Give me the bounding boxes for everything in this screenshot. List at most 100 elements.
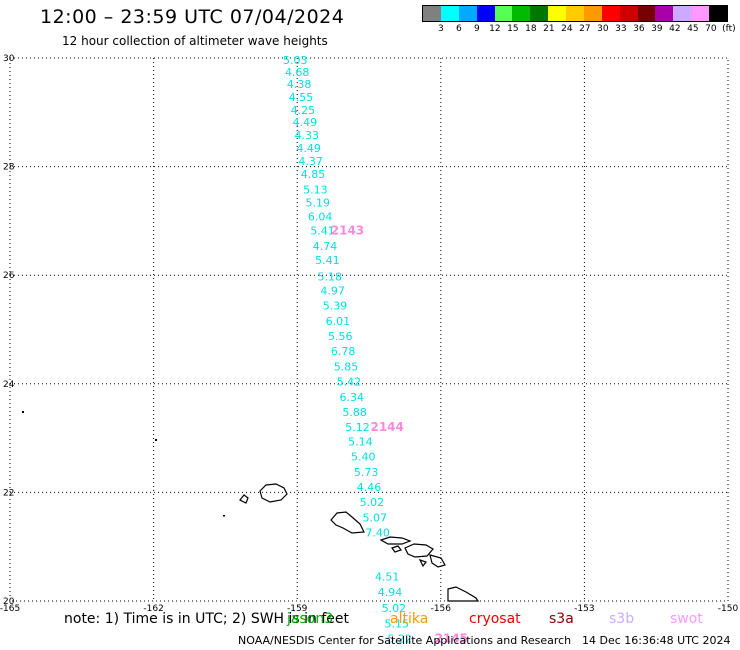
island-outline [330,511,365,534]
wave-height-label: 6.78 [331,345,356,358]
lon-tick-label: -162 [143,604,163,614]
wave-height-label: 6.34 [340,391,365,404]
wave-height-label: 5.13 [303,183,328,196]
island-outline [404,543,434,558]
legend-label: 12 [489,24,501,34]
island-dot [22,411,24,413]
lon-tick-label: -156 [431,604,452,614]
legend-label: 36 [633,24,645,34]
satellite-s3b: s3b [609,611,635,627]
legend-swatch [691,6,709,21]
wave-height-label: 7.40 [365,527,390,540]
lat-tick-label: 30 [3,54,15,64]
legend-label: 18 [525,24,537,34]
island-dot [155,439,157,441]
wave-height-label: 4.37 [298,155,323,168]
lon-tick-label: -153 [574,604,594,614]
legend-swatch [476,6,495,21]
island-outline [239,494,249,504]
wave-height-label: 4.46 [357,481,382,494]
wave-height-label: 4.85 [301,168,326,181]
legend-label: 42 [669,24,681,34]
wave-height-label: 5.02 [382,602,407,615]
legend-label: 27 [579,24,591,34]
island-outline [379,536,412,545]
color-legend: 3 6 9 12 15 18 21 24 27 30 33 36 39 42 45 70 (ft) [422,5,736,36]
wave-height-label: 5.56 [328,330,353,343]
island-outline [447,586,480,602]
legend-swatch [709,6,727,21]
map-frame [9,57,729,602]
satellite-s3a: s3a [549,611,574,627]
wave-height-label: 5.19 [306,196,331,209]
lon-tick-label: -165 [0,604,20,614]
wave-height-label: 6.04 [308,211,333,224]
lat-tick-label: 26 [3,271,15,281]
wave-height-label: 5.42 [337,376,362,389]
legend-swatch [673,6,692,21]
legend-swatch [494,6,513,21]
map-subtitle: 12 hour collection of altimeter wave hei… [62,34,328,48]
wave-height-label: 4.74 [313,240,338,253]
wave-height-label: 5.03 [283,54,308,67]
wave-height-label: 5.39 [323,300,348,313]
wave-height-label: 5.14 [348,435,373,448]
wave-height-label: 4.49 [296,142,321,155]
wave-height-label: 5.73 [354,466,379,479]
legend-label: 70 [705,24,717,34]
wave-height-label: 5.88 [342,406,367,419]
satellite-jason3: jason3 [287,611,334,627]
wave-height-label: 5.07 [362,511,387,524]
credit-line: NOAA/NESDIS Center for Satellite Applica… [238,634,572,647]
wave-height-label: 4.25 [291,104,316,117]
legend-label: 39 [651,24,663,34]
wave-height-label: 4.55 [289,91,314,104]
wave-height-label: 6.01 [326,315,351,328]
legend-swatch [655,6,674,21]
satellite-altika: altika [390,611,429,627]
island-outline [391,545,402,553]
wave-height-label: 5.02 [360,496,385,509]
legend-swatch [530,6,549,21]
legend-label: 33 [615,24,627,34]
wave-height-label: 4.94 [378,586,403,599]
wave-height-label: 5.15 [385,617,410,630]
pass-number-label: 2143 [331,224,364,238]
legend-swatch [458,6,477,21]
legend-label: 45 [687,24,699,34]
lat-tick-label: 24 [3,380,15,390]
wave-height-label: 5.22 [387,632,412,645]
island-outline [418,558,427,568]
island-outline [429,554,446,568]
legend-label: 24 [561,24,573,34]
legend-labels: 3 6 9 12 15 18 21 24 27 30 33 36 39 42 45 70 (ft) [422,24,736,36]
wave-height-label: 4.68 [285,66,310,79]
lon-tick-label: -150 [718,604,739,614]
legend-swatch [566,6,584,21]
pass-number-label: 2144 [370,420,403,434]
legend-label: 6 [456,24,462,34]
wave-height-label: 4.97 [320,284,345,297]
lat-tick-label: 20 [3,597,15,607]
lon-tick-label: -159 [287,604,308,614]
island-dot [223,515,225,517]
legend-swatches [422,5,728,22]
legend-swatch [423,6,441,21]
wave-height-label: 4.51 [375,571,400,584]
legend-swatch [440,6,459,21]
wave-height-label: 4.49 [293,116,318,129]
wave-height-label: 5.41 [315,254,340,267]
legend-label: (ft) [722,24,736,34]
wave-height-label: 5.85 [334,360,359,373]
legend-swatch [583,6,602,21]
legend-label: 3 [438,24,444,34]
wave-height-label: 5.40 [351,451,376,464]
generated-timestamp: 14 Dec 16:36:48 UTC 2024 [582,634,731,647]
wave-height-label: 5.41 [310,225,335,238]
map-title: 12:00 – 23:59 UTC 07/04/2024 [40,6,345,28]
lat-tick-label: 22 [3,488,14,498]
legend-swatch [512,6,531,21]
legend-label: 21 [543,24,555,34]
legend-label: 15 [507,24,519,34]
